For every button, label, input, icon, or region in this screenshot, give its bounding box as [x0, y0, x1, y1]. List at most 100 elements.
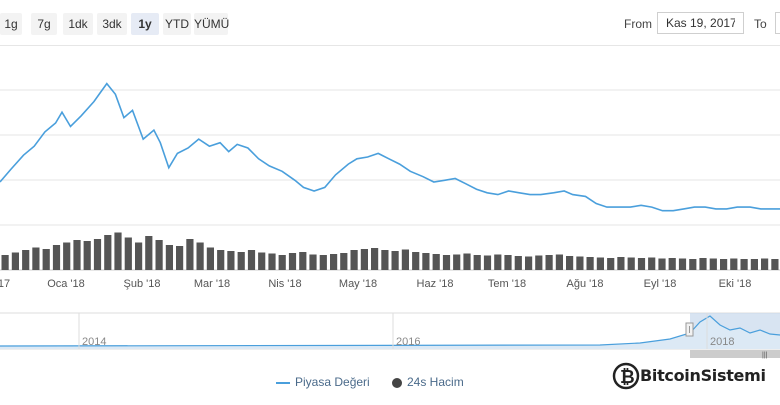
volume-bar: [525, 256, 533, 270]
volume-bar: [299, 252, 307, 270]
from-label: From: [624, 17, 652, 31]
volume-bar: [309, 254, 317, 270]
bitcoin-icon: ₿: [612, 362, 640, 390]
volume-bar: [689, 259, 697, 270]
volume-bar: [340, 253, 348, 270]
volume-bar: [217, 250, 225, 270]
range-button-1d[interactable]: 1g: [0, 13, 22, 35]
x-tick-label: 17: [0, 278, 10, 290]
x-tick-label: Şub '18: [124, 278, 161, 290]
volume-bar: [258, 252, 266, 270]
volume-bar: [206, 247, 214, 270]
volume-bar: [93, 239, 102, 270]
volume-bar: [330, 254, 338, 270]
volume-bar: [114, 232, 122, 270]
volume-bar: [237, 252, 245, 270]
volume-bar: [750, 259, 758, 270]
navigator-year-label: 2014: [82, 336, 106, 348]
volume-bar: [381, 250, 389, 270]
navigator-scrollbar[interactable]: [690, 350, 780, 358]
volume-bar: [104, 235, 112, 270]
volume-bar: [22, 250, 30, 270]
volume-bar: [699, 258, 707, 270]
volume-bar: [740, 259, 748, 270]
range-button-3m[interactable]: 3dk: [97, 13, 127, 35]
volume-bar: [278, 255, 286, 270]
navigator-line: [0, 315, 780, 347]
legend-market-cap-label: Piyasa Değeri: [295, 375, 370, 389]
volume-bar: [771, 259, 779, 270]
x-tick-label: Haz '18: [417, 278, 454, 290]
volume-bar: [83, 241, 91, 270]
volume-bar: [576, 256, 584, 270]
volume-bar: [350, 250, 358, 270]
x-tick-label: Oca '18: [47, 278, 85, 290]
volume-bar: [32, 247, 40, 270]
volume-bar: [761, 258, 769, 270]
navigator[interactable]: 2014 2016 2018 |||: [0, 312, 780, 359]
volume-bar: [371, 248, 379, 270]
volume-bar: [514, 256, 522, 270]
volume-bar: [658, 258, 666, 270]
volume-bar: [391, 251, 399, 270]
range-toolbar: 1g 7g 1dk 3dk 1y YTD YÜMÜ From To: [0, 8, 780, 38]
volume-bar: [124, 237, 132, 270]
volume-bar: [247, 250, 256, 270]
legend-market-cap[interactable]: Piyasa Değeri: [276, 375, 370, 389]
range-button-ytd[interactable]: YTD: [163, 13, 191, 35]
volume-bar: [73, 240, 81, 270]
volume-bar: [412, 252, 420, 270]
volume-bar: [473, 255, 481, 270]
market-chart: 17 Oca '18 Şub '18 Mar '18 Nis '18 May '18 Haz…: [0, 82, 780, 359]
legend-volume[interactable]: 24s Hacim: [392, 375, 464, 389]
x-tick-label: May '18: [339, 278, 377, 290]
volume-bar: [463, 253, 471, 270]
volume-bar: [617, 257, 625, 270]
volume-bar: [555, 254, 563, 270]
from-date-input[interactable]: [657, 12, 744, 34]
volume-bar: [155, 240, 163, 270]
range-button-1y[interactable]: 1y: [131, 13, 159, 35]
range-button-1m[interactable]: 1dk: [63, 13, 93, 35]
volume-bar: [42, 249, 50, 270]
volume-bar: [627, 257, 635, 270]
volume-bar: [145, 236, 153, 270]
volume-bar: [596, 257, 604, 270]
navigator-area: [0, 316, 780, 349]
svg-text:₿: ₿: [620, 367, 635, 388]
brand-logo: ₿ BitcoinSistemi: [612, 356, 778, 396]
volume-bar: [504, 255, 512, 270]
volume-bar: [1, 255, 9, 270]
x-tick-label: Mar '18: [194, 278, 230, 290]
volume-bar: [176, 246, 184, 270]
volume-bar: [422, 253, 430, 270]
range-button-7d[interactable]: 7g: [31, 13, 57, 35]
market-cap-line: [0, 82, 780, 212]
volume-bar: [196, 242, 204, 270]
volume-bar: [227, 251, 235, 270]
to-label: To: [754, 17, 767, 31]
range-button-all[interactable]: YÜMÜ: [194, 13, 229, 35]
chart-legend: Piyasa Değeri 24s Hacim: [0, 375, 780, 391]
brand-text: BitcoinSistemi: [640, 366, 766, 385]
volume-bar: [360, 249, 368, 270]
volume-bar: [135, 242, 143, 270]
legend-volume-label: 24s Hacim: [407, 375, 464, 389]
x-tick-label: Eyl '18: [644, 278, 677, 290]
volume-bar: [52, 245, 61, 270]
circle-swatch-icon: [392, 377, 402, 388]
volume-bar: [648, 257, 656, 270]
x-tick-label: Tem '18: [488, 278, 526, 290]
x-tick-label: Nis '18: [268, 278, 301, 290]
volume-bar: [288, 253, 297, 270]
volume-bar: [586, 257, 594, 270]
toolbar-divider: [0, 45, 780, 46]
volume-bar: [453, 254, 461, 270]
volume-bar: [63, 242, 71, 270]
volume-bar: [11, 252, 19, 270]
scrollbar-grip-icon: |||: [762, 352, 768, 359]
volume-bar: [401, 249, 409, 270]
volume-bar: [637, 258, 646, 270]
volume-bar: [165, 245, 173, 270]
to-date-input[interactable]: [775, 12, 780, 34]
